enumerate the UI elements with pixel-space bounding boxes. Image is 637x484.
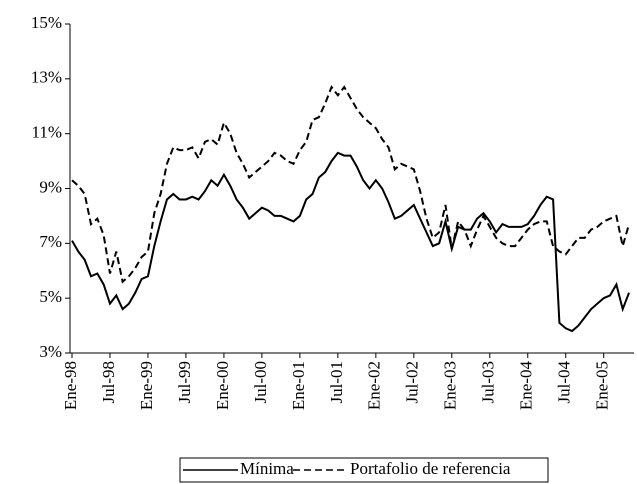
y-tick-label: 9% [39, 177, 62, 196]
y-tick-label: 15% [31, 13, 62, 32]
legend-label: Portafolio de referencia [350, 459, 511, 478]
x-tick-label: Ene-04 [517, 361, 536, 411]
x-tick-label: Jul-00 [251, 361, 270, 404]
x-tick-label: Ene-05 [593, 361, 612, 410]
x-tick-label: Ene-00 [213, 361, 232, 410]
x-tick-label: Ene-98 [61, 361, 80, 410]
y-tick-label: 5% [39, 287, 62, 306]
x-tick-label: Jul-03 [479, 361, 498, 404]
x-tick-label: Ene-03 [441, 361, 460, 410]
x-tick-label: Jul-01 [327, 361, 346, 404]
x-tick-label: Jul-04 [555, 361, 574, 404]
x-tick-label: Jul-02 [403, 361, 422, 404]
series-line [71, 151, 630, 333]
x-tick-label: Jul-98 [99, 361, 118, 404]
y-tick-label: 13% [31, 68, 62, 87]
x-tick-label: Ene-02 [365, 361, 384, 410]
x-tick-label: Ene-99 [137, 361, 156, 410]
y-tick-label: 3% [39, 342, 62, 361]
y-tick-label: 7% [39, 232, 62, 251]
legend-box [179, 457, 549, 483]
x-tick-label: Ene-01 [289, 361, 308, 410]
legend-label: Mínima [240, 459, 294, 478]
x-tick-label: Jul-99 [175, 361, 194, 404]
series-line [71, 85, 631, 284]
y-tick-label: 11% [31, 123, 62, 142]
